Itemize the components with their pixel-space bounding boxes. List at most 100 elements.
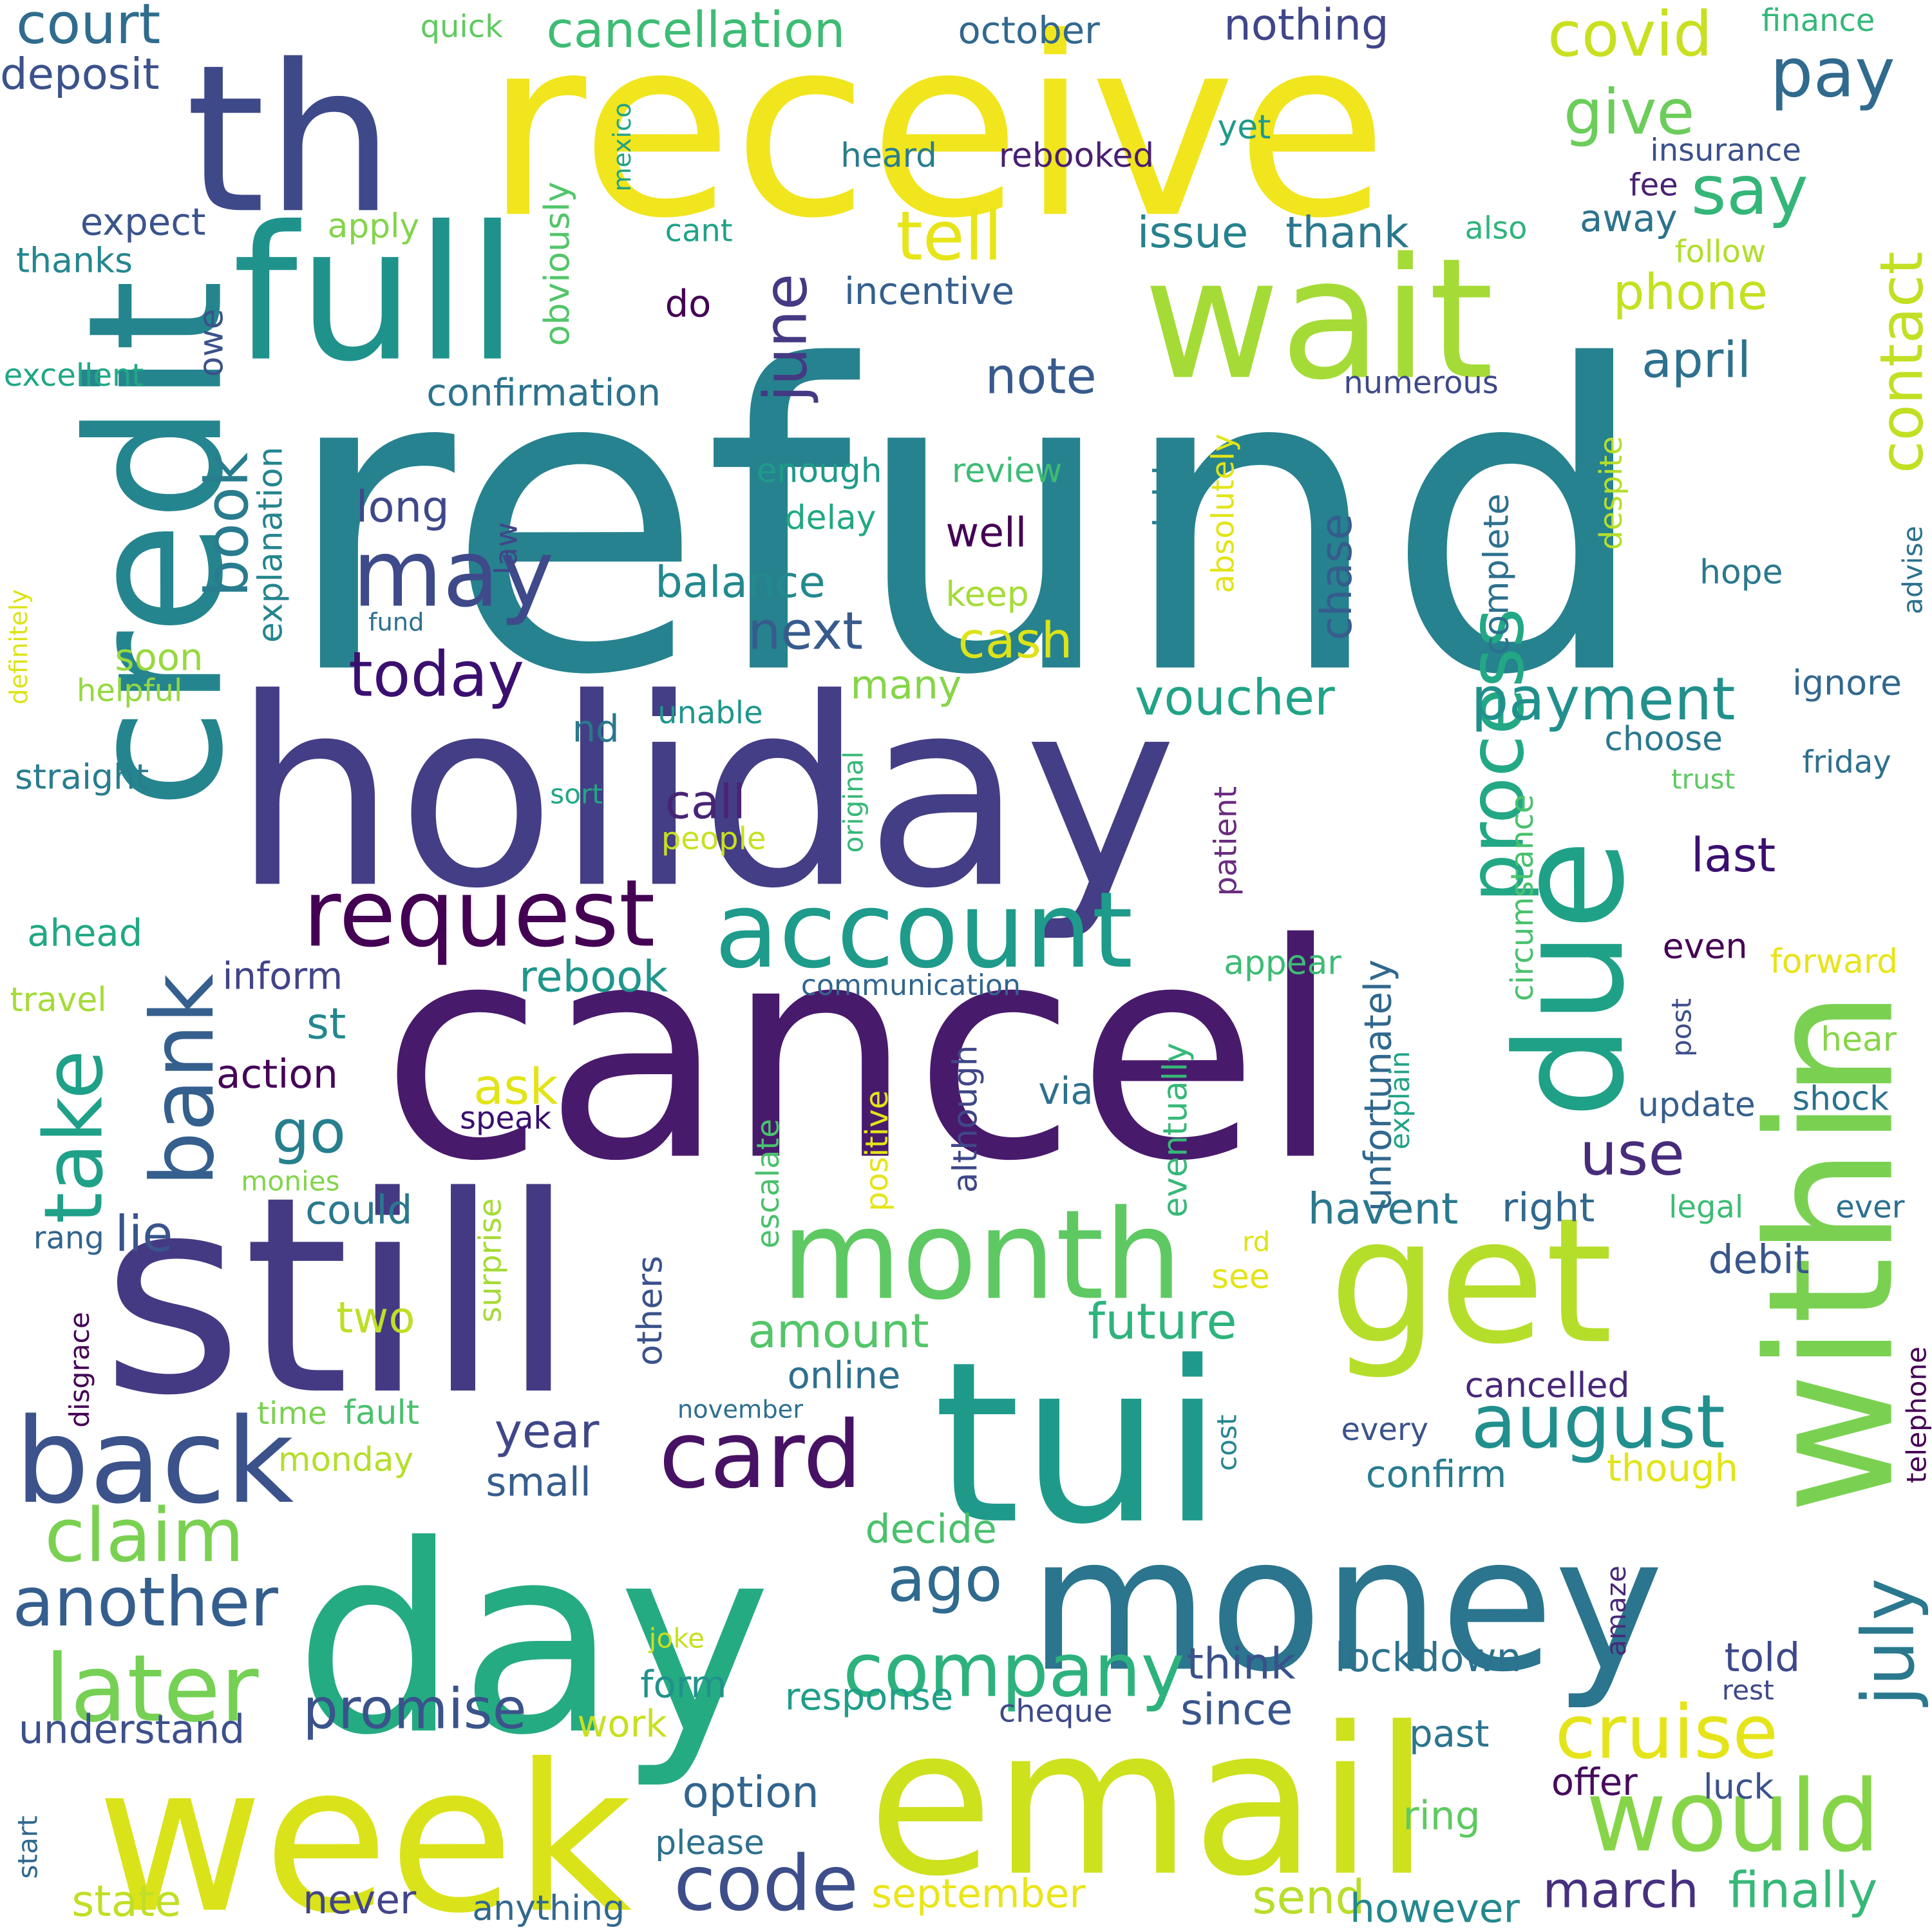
word-havent: havent: [1308, 1184, 1459, 1234]
word-fund: fund: [368, 608, 424, 637]
word-time: time: [257, 1396, 327, 1432]
word-despite: despite: [1593, 436, 1629, 550]
word-get: get: [1329, 1182, 1613, 1383]
word-thanks: thanks: [16, 240, 133, 280]
word-future: future: [1088, 1294, 1237, 1351]
word-though: though: [1607, 1446, 1738, 1490]
word-sort: sort: [550, 779, 603, 810]
word-finance: finance: [1761, 3, 1875, 39]
word-use: use: [1580, 1119, 1685, 1188]
word-review: review: [952, 452, 1062, 491]
word-rd: rd: [1242, 1226, 1270, 1257]
word-response: response: [785, 1676, 954, 1719]
word-thank: thank: [1285, 207, 1409, 258]
word-law: law: [488, 522, 524, 575]
word-finally: finally: [1728, 1862, 1877, 1920]
word-process: process: [1453, 608, 1542, 902]
word-also: also: [1464, 210, 1527, 246]
word-code: code: [674, 1839, 858, 1928]
word-expect: expect: [80, 201, 206, 244]
word-within: within: [1732, 989, 1932, 1514]
word-rang: rang: [33, 1220, 104, 1256]
word-excellent: excellent: [4, 357, 144, 393]
word-ring: ring: [1403, 1794, 1481, 1839]
word-enough: enough: [757, 452, 882, 491]
word-work: work: [577, 1703, 667, 1746]
word-cancelled: cancelled: [1464, 1365, 1629, 1405]
word-advise: advise: [1897, 526, 1929, 614]
word-last: last: [1691, 828, 1776, 883]
word-soon: soon: [115, 636, 204, 679]
word-book: book: [192, 452, 261, 597]
word-later: later: [44, 1634, 259, 1743]
word-wait: wait: [1143, 222, 1493, 417]
word-would: would: [1586, 1759, 1880, 1874]
word-confirmation: confirmation: [426, 372, 661, 415]
word-ever: ever: [1835, 1189, 1904, 1226]
word-cancellation: cancellation: [546, 2, 845, 59]
word-june: june: [750, 274, 820, 403]
word-forward: forward: [1770, 943, 1899, 981]
word-credit: credit: [48, 279, 264, 810]
word-another: another: [12, 1562, 278, 1642]
word-lie: lie: [115, 1206, 173, 1263]
word-payment: payment: [1471, 664, 1735, 734]
word-take: take: [27, 1050, 120, 1224]
word-delay: delay: [785, 498, 876, 537]
word-note: note: [985, 348, 1097, 405]
word-understand: understand: [19, 1707, 245, 1752]
word-decide: decide: [866, 1506, 997, 1552]
word-voucher: voucher: [1135, 669, 1335, 726]
word-call: call: [665, 775, 746, 830]
word-contact: contact: [1867, 251, 1932, 473]
word-keep: keep: [945, 573, 1028, 614]
word-well: well: [945, 508, 1027, 556]
word-november: november: [677, 1396, 803, 1425]
word-company: company: [843, 1627, 1185, 1714]
word-hope: hope: [1700, 553, 1783, 592]
word-many: many: [851, 662, 962, 708]
word-money: money: [1028, 1497, 1664, 1712]
word-via: via: [1038, 1070, 1093, 1113]
word-unfortunately: unfortunately: [1356, 960, 1399, 1211]
word-told: told: [1725, 1635, 1801, 1681]
word-month: month: [781, 1184, 1182, 1327]
word-april: april: [1642, 332, 1751, 389]
word-mexico: mexico: [608, 102, 637, 191]
word-do: do: [665, 282, 712, 325]
word-heard: heard: [840, 137, 937, 175]
word-september: september: [871, 1871, 1086, 1917]
word-state: state: [71, 1876, 181, 1926]
word-absolutely: absolutely: [1206, 433, 1242, 593]
word-issue: issue: [1137, 207, 1249, 258]
word-rest: rest: [1722, 1674, 1774, 1706]
word-cost: cost: [1211, 1414, 1242, 1471]
word-tell: tell: [896, 196, 1003, 276]
word-request: request: [303, 859, 655, 967]
word-covid: covid: [1548, 0, 1712, 70]
word-august: august: [1471, 1379, 1725, 1466]
word-debit: debit: [1709, 1237, 1810, 1283]
word-numerous: numerous: [1343, 365, 1498, 401]
word-friday: friday: [1802, 744, 1891, 781]
word-apply: apply: [328, 207, 420, 246]
word-may: may: [352, 519, 554, 627]
word-post: post: [1666, 998, 1698, 1057]
word-anything: anything: [472, 1888, 625, 1928]
word-promise: promise: [303, 1677, 527, 1741]
word-hear: hear: [1821, 1020, 1897, 1059]
word-deposit: deposit: [0, 49, 160, 99]
word-helpful: helpful: [77, 672, 182, 708]
word-email: email: [867, 1683, 1430, 1921]
word-people: people: [661, 821, 766, 857]
word-card: card: [659, 1401, 862, 1509]
word-claim: claim: [44, 1493, 244, 1579]
word-owe: owe: [192, 308, 231, 377]
word-chase: chase: [1311, 513, 1361, 640]
word-obviously: obviously: [536, 182, 577, 346]
word-october: october: [958, 9, 1101, 52]
word-original: original: [838, 752, 869, 853]
word-cruise: cruise: [1555, 1689, 1778, 1776]
